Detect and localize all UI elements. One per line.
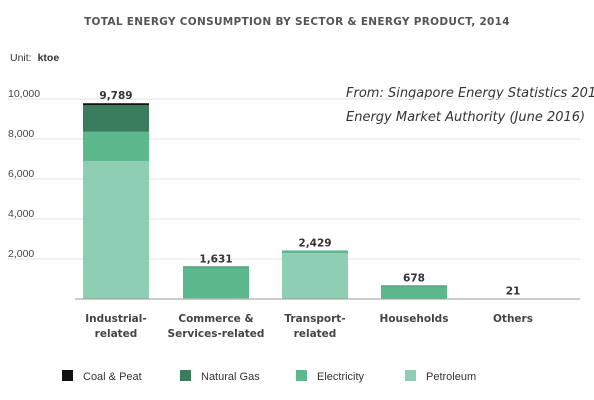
y-tick-label: 4,000	[8, 208, 34, 220]
x-category-label: Transport-related	[284, 313, 345, 340]
x-category-label-line: related	[95, 328, 138, 340]
legend-label: Petroleum	[426, 371, 476, 383]
x-category-label: Commerce & Services-related	[168, 313, 265, 340]
bar-segment-natural-gas	[381, 285, 447, 287]
bar-total-label: 1,631	[199, 253, 232, 265]
x-category-label-line: related	[294, 328, 337, 340]
source-line-2: Energy Market Authority (June 2016)	[346, 110, 585, 125]
bar-segment-electricity	[83, 131, 149, 162]
source-line-1: From: Singapore Energy Statistics 2016	[346, 86, 594, 101]
unit-label-value: ktoe	[38, 52, 60, 64]
chart-title: TOTAL ENERGY CONSUMPTION BY SECTOR & ENE…	[84, 16, 510, 28]
labels: 9,789 Industrial-related 1,631 Commerce & Se…	[85, 90, 533, 340]
x-category-label-line: Commerce &	[178, 313, 253, 325]
x-category-label: Industrial-related	[85, 313, 146, 340]
bar-total-label: 9,789	[99, 90, 132, 102]
x-category-label: Households	[380, 313, 449, 325]
bar-segment-electricity	[381, 285, 447, 299]
y-tick-label: 6,000	[8, 168, 34, 180]
x-category-label-line: Others	[493, 313, 533, 325]
x-category-label: Others	[493, 313, 533, 325]
legend-label: Electricity	[317, 371, 365, 383]
bar-segment-petroleum	[83, 161, 149, 299]
x-category-label-line: Services-related	[168, 328, 265, 340]
axes: 2,000 4,000 6,000 8,000 10,000	[8, 88, 580, 300]
unit-label-prefix: Unit:	[10, 52, 32, 64]
bar-total-label: 21	[506, 286, 521, 298]
bar-total-label: 2,429	[298, 237, 331, 249]
bar-total-label: 678	[403, 272, 425, 284]
x-category-label-line: Transport-	[284, 313, 345, 325]
y-tick-label: 2,000	[8, 248, 34, 260]
bar-segment-natural-gas	[183, 266, 249, 268]
legend: Coal & Peat Natural Gas Electricity Petrole…	[62, 370, 476, 383]
y-tick-label: 8,000	[8, 128, 34, 140]
legend-swatch	[296, 370, 307, 381]
bar-segment-petroleum	[282, 253, 348, 299]
legend-label: Natural Gas	[201, 371, 260, 383]
x-category-label-line: Industrial-	[85, 313, 146, 325]
legend-swatch	[62, 370, 73, 381]
legend-swatch	[405, 370, 416, 381]
bar-segment-natural-gas	[83, 105, 149, 132]
bar-segment-electricity	[282, 250, 348, 253]
y-tick-label: 10,000	[8, 88, 40, 100]
legend-label: Coal & Peat	[83, 371, 142, 383]
bar-segment-electricity	[183, 266, 249, 299]
unit-label: Unit: ktoe	[10, 52, 59, 64]
x-category-label-line: Households	[380, 313, 449, 325]
bar-segment-coal-peat	[83, 103, 149, 106]
legend-swatch	[180, 370, 191, 381]
bars	[83, 103, 546, 300]
